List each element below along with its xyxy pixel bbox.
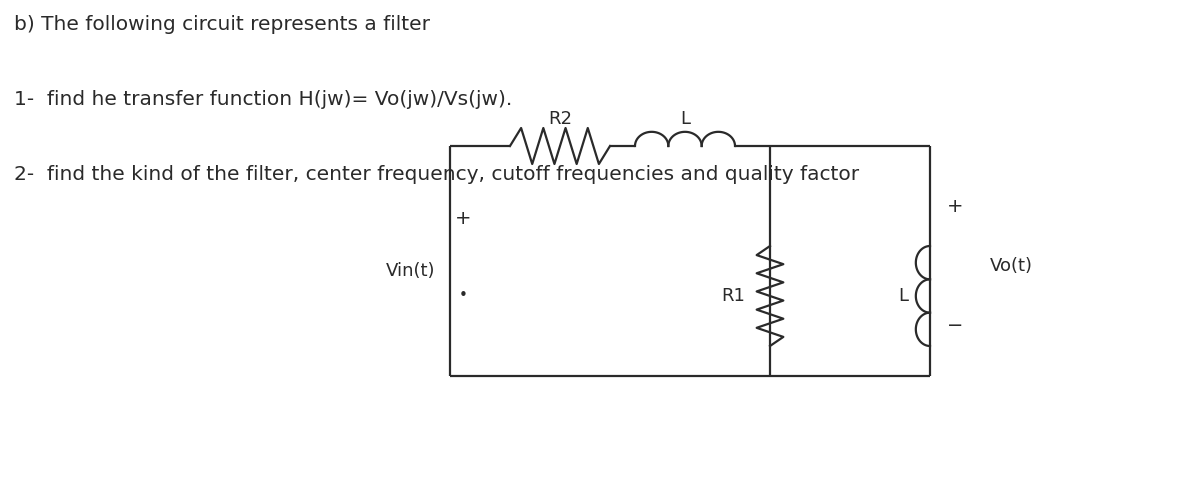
Text: •: •	[458, 289, 468, 304]
Text: L: L	[898, 287, 908, 305]
Text: 1-  find he transfer function H(jw)= Vo(jw)/Vs(jw).: 1- find he transfer function H(jw)= Vo(j…	[14, 90, 512, 109]
Text: R2: R2	[548, 110, 572, 128]
Text: R1: R1	[721, 287, 745, 305]
Text: +: +	[455, 209, 472, 228]
Text: b) The following circuit represents a filter: b) The following circuit represents a fi…	[14, 15, 431, 34]
Text: L: L	[680, 110, 690, 128]
Text: −: −	[947, 317, 964, 336]
Text: 2-  find the kind of the filter, center frequency, cutoff frequencies and qualit: 2- find the kind of the filter, center f…	[14, 165, 859, 184]
Text: Vin(t): Vin(t)	[385, 262, 434, 280]
Text: +: +	[947, 196, 964, 215]
Text: Vo(t): Vo(t)	[990, 257, 1033, 275]
